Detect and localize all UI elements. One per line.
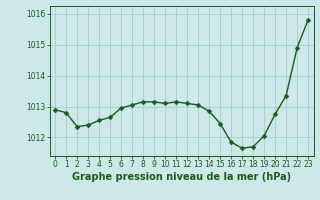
X-axis label: Graphe pression niveau de la mer (hPa): Graphe pression niveau de la mer (hPa) (72, 172, 291, 182)
